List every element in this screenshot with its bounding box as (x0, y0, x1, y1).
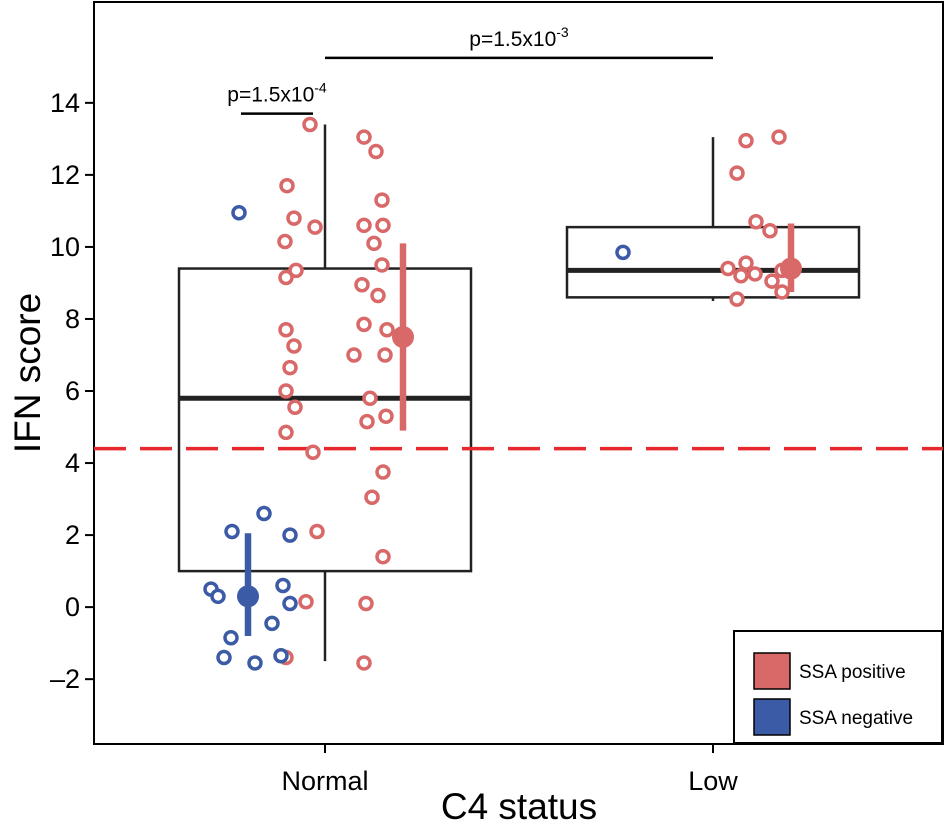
data-point-ssa-positive (356, 217, 372, 234)
group-summaries (237, 223, 802, 636)
data-point-ssa-positive (738, 255, 754, 271)
data-point-ssa-positive (379, 322, 395, 338)
legend-label-ssa-negative: SSA negative (799, 708, 913, 729)
y-axis: –2 0 2 4 6 8 10 12 14 (50, 88, 94, 694)
data-point-ssa-positive (374, 192, 390, 208)
data-point-ssa-negative (231, 204, 247, 221)
summary-mean (237, 585, 259, 608)
data-point-ssa-positive (747, 266, 763, 282)
data-point-ssa-positive (356, 129, 372, 145)
data-point-ssa-negative (282, 595, 298, 612)
legend-label-ssa-positive: SSA positive (799, 662, 906, 683)
data-point-ssa-negative (224, 523, 240, 540)
data-point-ssa-positive (366, 235, 382, 252)
box-plots (177, 124, 861, 662)
data-point-ssa-positive (362, 390, 378, 406)
p-value-label: p=1.5x10-4 (227, 80, 327, 107)
data-point-ssa-positive (377, 347, 393, 363)
data-points (203, 116, 790, 671)
y-tick-label: 8 (65, 304, 80, 334)
x-tick-label: Low (688, 766, 738, 796)
data-point-ssa-positive (774, 284, 790, 300)
legend-swatch-ssa-positive (753, 652, 791, 690)
summary-mean (780, 257, 802, 280)
data-point-ssa-positive (346, 347, 362, 363)
data-point-ssa-positive (279, 177, 295, 194)
data-point-ssa-positive (729, 165, 745, 181)
data-point-ssa-positive (368, 143, 384, 160)
data-point-ssa-negative (275, 577, 291, 594)
data-point-ssa-positive (358, 595, 374, 612)
data-point-ssa-positive (733, 267, 749, 284)
data-point-ssa-positive (288, 262, 304, 279)
summary-mean (392, 325, 414, 348)
y-tick-label: 14 (50, 88, 80, 118)
box-iqr (177, 267, 473, 573)
data-point-ssa-positive (748, 213, 764, 230)
data-point-ssa-positive (762, 222, 778, 239)
data-point-ssa-positive (359, 413, 375, 430)
data-point-ssa-positive (729, 291, 745, 307)
y-axis-label: IFN score (7, 293, 48, 453)
data-point-ssa-negative (247, 655, 263, 671)
y-tick-label: 2 (65, 520, 80, 550)
data-point-ssa-positive (720, 260, 736, 277)
data-point-ssa-negative (210, 588, 226, 605)
data-point-ssa-positive (354, 277, 370, 293)
data-point-ssa-positive (764, 273, 780, 289)
data-point-ssa-negative (223, 629, 239, 646)
data-point-ssa-negative (615, 244, 631, 261)
data-point-ssa-positive (278, 322, 294, 338)
y-tick-label: 4 (65, 448, 80, 478)
y-tick-label: 0 (65, 592, 80, 622)
data-point-ssa-positive (370, 287, 386, 304)
data-point-ssa-positive (298, 593, 314, 610)
data-point-ssa-positive (286, 210, 302, 226)
data-point-ssa-negative (273, 648, 289, 664)
data-point-ssa-negative (256, 505, 272, 522)
data-point-ssa-positive (378, 408, 394, 424)
data-point-ssa-positive (305, 444, 321, 460)
x-axis-label: C4 status (441, 786, 597, 827)
data-point-ssa-positive (375, 464, 391, 480)
x-tick-label: Normal (281, 766, 368, 796)
data-point-ssa-negative (282, 527, 298, 543)
y-tick-label: –2 (50, 664, 80, 694)
data-point-ssa-positive (287, 399, 303, 415)
data-point-ssa-positive (364, 489, 380, 506)
data-point-ssa-positive (278, 383, 294, 399)
box-iqr (565, 225, 861, 299)
data-point-ssa-positive (356, 316, 372, 333)
y-tick-label: 10 (50, 232, 80, 262)
data-point-ssa-positive (302, 116, 318, 133)
data-point-ssa-positive (375, 217, 391, 234)
data-point-ssa-negative (216, 649, 232, 666)
data-point-ssa-positive (738, 132, 754, 149)
data-point-ssa-positive (278, 269, 294, 286)
data-point-ssa-positive (771, 129, 787, 145)
data-point-ssa-positive (374, 257, 390, 273)
data-point-ssa-positive (278, 424, 294, 441)
data-point-ssa-positive (282, 359, 298, 376)
data-point-ssa-negative (264, 615, 280, 632)
p-value-label: p=1.5x10-3 (469, 24, 569, 51)
x-axis: Normal Low (281, 744, 738, 796)
y-tick-label: 6 (65, 376, 80, 406)
data-point-ssa-positive (307, 219, 323, 235)
data-point-ssa-positive (375, 548, 391, 565)
data-point-ssa-positive (286, 338, 302, 354)
data-point-ssa-positive (277, 233, 293, 250)
legend: SSA positive SSA negative (733, 630, 943, 744)
data-point-ssa-positive (356, 655, 372, 671)
legend-swatch-ssa-negative (753, 698, 791, 736)
data-point-ssa-positive (309, 523, 325, 540)
significance-annotations: p=1.5x10-4 p=1.5x10-3 (227, 24, 713, 115)
plot-panel (93, 1, 944, 745)
y-tick-label: 12 (50, 160, 80, 190)
